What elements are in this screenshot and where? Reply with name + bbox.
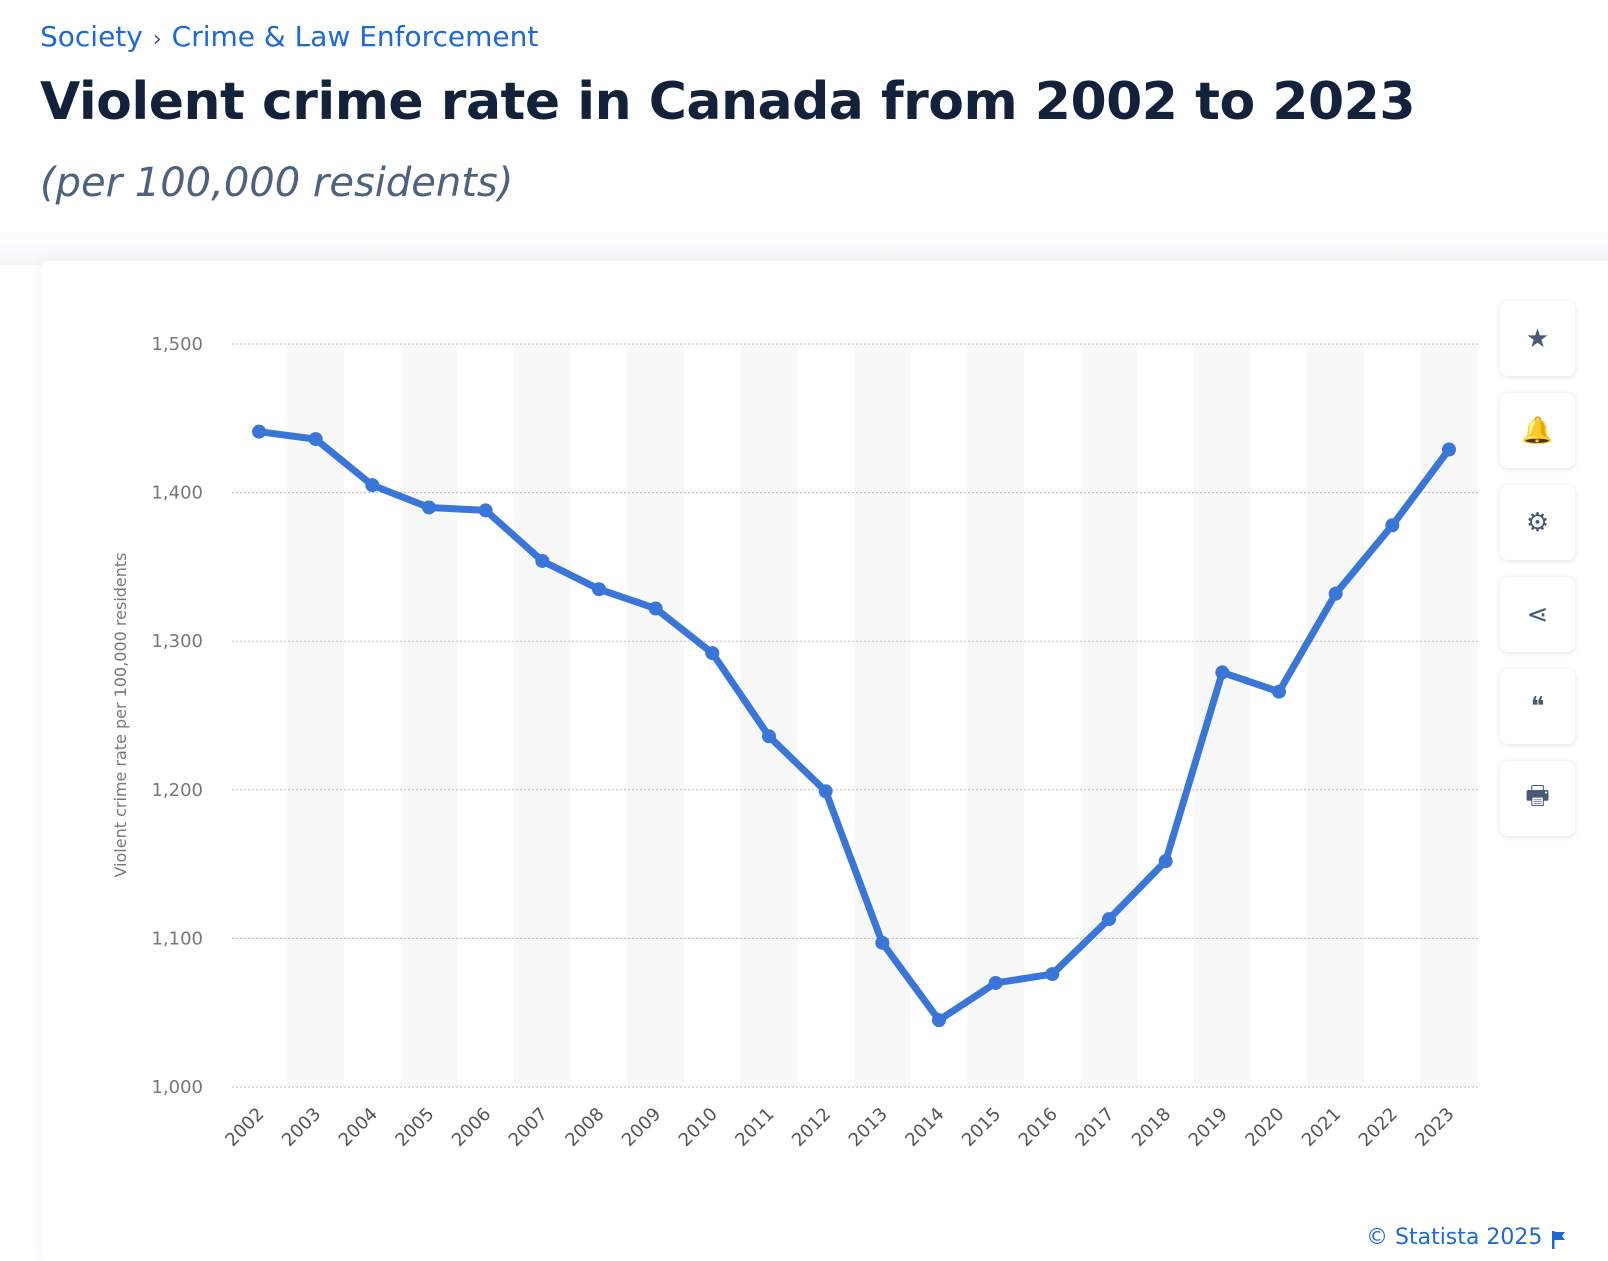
data-point	[988, 975, 1003, 990]
share-button[interactable]: ⋖	[1500, 577, 1575, 652]
background-band	[1307, 344, 1364, 1087]
data-point	[592, 582, 606, 597]
x-tick-label: 2004	[335, 1104, 382, 1151]
statista-copyright[interactable]: © Statista 2025	[1366, 1225, 1543, 1250]
y-tick-label: 1,400	[151, 483, 203, 504]
data-point	[818, 784, 833, 799]
x-tick-label: 2005	[391, 1104, 438, 1151]
gear-icon: ⚙	[1525, 507, 1550, 538]
y-tick-label: 1,500	[151, 334, 203, 355]
x-tick-label: 2020	[1241, 1104, 1288, 1151]
background-band	[1194, 344, 1251, 1087]
data-point	[932, 1013, 946, 1028]
bell-button[interactable]: 🔔	[1500, 393, 1575, 468]
page-title: Violent crime rate in Canada from 2002 t…	[40, 72, 1416, 132]
data-point	[478, 503, 493, 518]
x-tick-label: 2023	[1411, 1104, 1458, 1151]
x-tick-label: 2017	[1071, 1104, 1118, 1151]
y-axis-label: Violent crime rate per 100,000 residents	[111, 552, 130, 877]
x-tick-label: 2003	[278, 1104, 325, 1151]
page-subtitle: (per 100,000 residents)	[40, 160, 514, 206]
data-point	[1272, 684, 1286, 699]
x-tick-label: 2015	[958, 1104, 1005, 1151]
x-tick-label: 2008	[561, 1104, 608, 1151]
gear-button[interactable]: ⚙	[1500, 485, 1575, 560]
background-band	[1420, 344, 1478, 1087]
data-point	[1102, 912, 1116, 927]
quote-button[interactable]: ❝	[1500, 669, 1575, 744]
y-tick-label: 1,000	[151, 1077, 203, 1098]
x-tick-label: 2016	[1015, 1104, 1062, 1151]
breadcrumb-separator: ›	[152, 27, 162, 52]
data-point	[648, 601, 663, 616]
x-tick-labels: 2002 2003 2004 2005 2006 2007 2008 2009 2010 2011…	[221, 1104, 1458, 1151]
flag-icon[interactable]	[1552, 1231, 1566, 1249]
data-point	[762, 729, 776, 744]
x-tick-label: 2007	[505, 1104, 552, 1151]
background-band	[400, 344, 458, 1087]
breadcrumb: Society › Crime & Law Enforcement	[40, 20, 548, 53]
data-point	[1385, 518, 1400, 533]
x-tick-label: 2019	[1185, 1104, 1232, 1151]
background-band	[287, 344, 344, 1087]
background-bands	[287, 344, 1478, 1087]
share-icon: ⋖	[1526, 599, 1549, 630]
background-band	[1080, 344, 1138, 1087]
x-tick-label: 2006	[448, 1104, 495, 1151]
print-button[interactable]: 🖶	[1500, 761, 1575, 836]
star-icon: ★	[1525, 323, 1550, 354]
x-tick-label: 2010	[675, 1104, 722, 1151]
data-point	[1328, 586, 1343, 601]
data-point	[1215, 665, 1230, 680]
x-tick-label: 2014	[901, 1104, 948, 1151]
x-tick-label: 2018	[1128, 1104, 1175, 1151]
data-point	[422, 500, 436, 515]
print-icon: 🖶	[1525, 780, 1550, 811]
data-point	[1045, 967, 1060, 982]
series-line	[258, 428, 1452, 1024]
data-points	[252, 424, 1456, 1028]
background-band	[740, 344, 798, 1087]
y-tick-labels: 1,000 1,100 1,200 1,300 1,400 1,500	[151, 334, 203, 1098]
data-point	[875, 935, 890, 950]
x-tick-label: 2022	[1355, 1104, 1402, 1151]
breadcrumb-crime[interactable]: Crime & Law Enforcement	[171, 20, 539, 53]
x-tick-label: 2012	[788, 1104, 835, 1151]
data-point	[252, 424, 266, 439]
background-band	[627, 344, 684, 1087]
data-point	[365, 478, 380, 493]
quote-icon: ❝	[1530, 691, 1545, 722]
star-button[interactable]: ★	[1500, 301, 1575, 376]
data-point	[705, 646, 720, 661]
breadcrumb-society[interactable]: Society	[40, 20, 143, 53]
x-tick-label: 2009	[618, 1104, 665, 1151]
x-tick-label: 2013	[845, 1104, 892, 1151]
y-tick-label: 1,200	[151, 780, 203, 801]
header-shadow	[0, 225, 1608, 265]
background-band	[967, 344, 1024, 1087]
data-point	[1158, 854, 1173, 869]
data-point	[1442, 442, 1456, 457]
x-tick-label: 2021	[1298, 1104, 1345, 1151]
x-tick-label: 2002	[221, 1104, 268, 1151]
data-point	[308, 432, 323, 447]
bell-icon: 🔔	[1521, 415, 1554, 446]
background-band	[514, 344, 571, 1087]
data-point	[535, 553, 550, 568]
y-tick-label: 1,100	[151, 928, 203, 949]
y-tick-label: 1,300	[151, 631, 203, 652]
x-tick-label: 2011	[731, 1104, 778, 1151]
